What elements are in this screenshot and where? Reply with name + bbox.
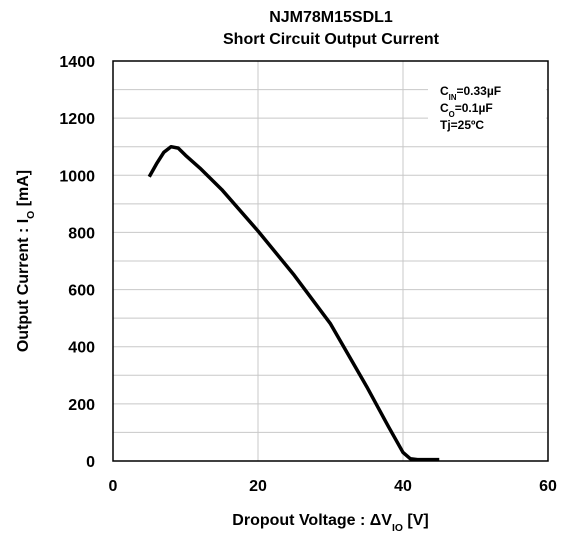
chart-title: Short Circuit Output Current (223, 31, 440, 48)
data-line (147, 144, 440, 462)
label-part: O (449, 110, 455, 119)
chart-title: NJM78M15SDL1 (269, 9, 393, 26)
x-axis-label: Dropout Voltage : ΔVIO [V] (232, 512, 428, 533)
label-part: Output Current : I (15, 219, 32, 352)
y-tick-label: 1000 (59, 168, 95, 185)
plot-frame (112, 60, 549, 462)
annotation: CO=0.1µF (440, 101, 493, 119)
x-tick-label: 20 (249, 478, 267, 495)
y-tick-label: 400 (68, 340, 95, 357)
label-part: IO (392, 523, 403, 533)
label-part: Tj=25ºC (440, 118, 484, 132)
label-part: O (26, 211, 37, 219)
y-tick-label: 200 (68, 397, 95, 414)
y-tick-label: 800 (68, 225, 95, 242)
y-tick-label: 1200 (59, 111, 95, 128)
label-part: [V] (403, 512, 429, 529)
y-tick-label: 0 (86, 454, 95, 471)
label-part: Dropout Voltage : ΔV (232, 512, 392, 529)
label-part: [mA] (15, 170, 32, 211)
label-part: C (440, 84, 449, 98)
annotation: Tj=25ºC (440, 118, 484, 132)
annotation: CIN=0.33µF (440, 84, 501, 102)
y-axis-label: Output Current : IO [mA] (15, 170, 37, 352)
label-part: =0.33µF (456, 84, 501, 98)
x-tick-label: 0 (109, 478, 118, 495)
label-part: C (440, 101, 449, 115)
x-tick-label: 60 (539, 478, 557, 495)
label-part: =0.1µF (455, 101, 493, 115)
x-tick-label: 40 (394, 478, 412, 495)
y-tick-label: 1400 (59, 54, 95, 71)
annotation-box (428, 80, 546, 136)
label-part: IN (449, 93, 457, 102)
y-tick-label: 600 (68, 283, 95, 300)
